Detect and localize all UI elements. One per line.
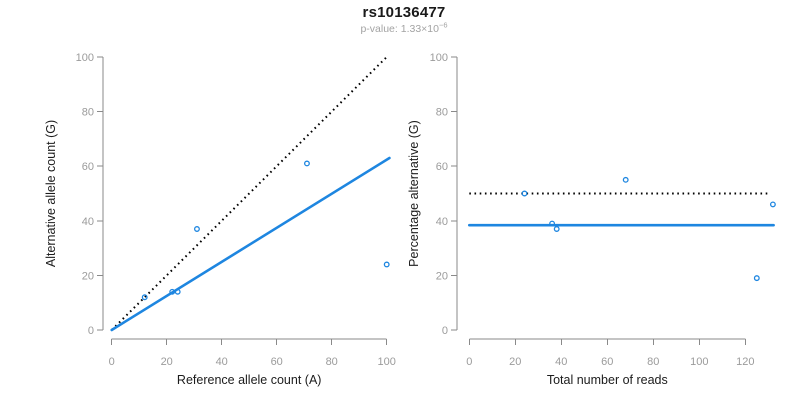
- y-tick-label: 40: [82, 216, 94, 228]
- x-tick-label: 100: [690, 356, 708, 368]
- data-point: [753, 275, 760, 282]
- x-tick-label: 60: [601, 356, 613, 368]
- data-point: [769, 201, 776, 208]
- data-point: [521, 190, 528, 197]
- data-point: [141, 294, 148, 301]
- data-point: [193, 226, 200, 232]
- x-tick-label: 0: [109, 356, 115, 368]
- x-tick-label: 20: [509, 356, 521, 368]
- data-point: [169, 288, 176, 295]
- y-axis-label: Percentage alternative (G): [407, 120, 421, 267]
- x-tick-label: 40: [216, 356, 228, 368]
- identity-line: [110, 55, 389, 331]
- left-plot: 0 20 40 60 80 100 0 20 40 60 80 100 Reference allele…: [44, 52, 396, 387]
- y-tick-label: 40: [436, 216, 448, 228]
- x-tick-label: 0: [466, 356, 472, 368]
- y-tick-label: 0: [442, 325, 448, 337]
- y-tick-label: 100: [76, 52, 94, 64]
- y-axis-label: Alternative allele count (G): [44, 120, 58, 267]
- right-plot: 0 20 40 60 80 100 0 20 40 60 80 100 120 Total number …: [407, 52, 776, 387]
- y-tick-label: 20: [82, 270, 94, 282]
- x-axis-label: Total number of reads: [547, 373, 668, 387]
- y-tick-label: 60: [436, 161, 448, 173]
- x-tick-label: 60: [271, 356, 283, 368]
- x-tick-label: 20: [161, 356, 173, 368]
- y-tick-label: 60: [82, 161, 94, 173]
- data-point: [549, 220, 556, 227]
- data-point: [304, 160, 310, 167]
- y-tick-label: 80: [436, 107, 448, 119]
- x-tick-label: 80: [647, 356, 659, 368]
- y-tick-label: 0: [88, 325, 94, 337]
- data-point: [383, 261, 390, 268]
- x-tick-label: 120: [736, 356, 754, 368]
- x-tick-label: 80: [326, 356, 338, 368]
- y-tick-label: 80: [82, 107, 94, 119]
- y-tick-label: 20: [436, 270, 448, 282]
- data-point: [622, 176, 629, 183]
- data-point: [174, 288, 181, 295]
- x-axis-label: Reference allele count (A): [177, 373, 322, 387]
- y-tick-label: 100: [430, 52, 448, 64]
- x-tick-label: 40: [555, 356, 567, 368]
- x-tick-label: 100: [378, 356, 396, 368]
- data-point: [553, 226, 560, 232]
- regression-line: [110, 156, 391, 332]
